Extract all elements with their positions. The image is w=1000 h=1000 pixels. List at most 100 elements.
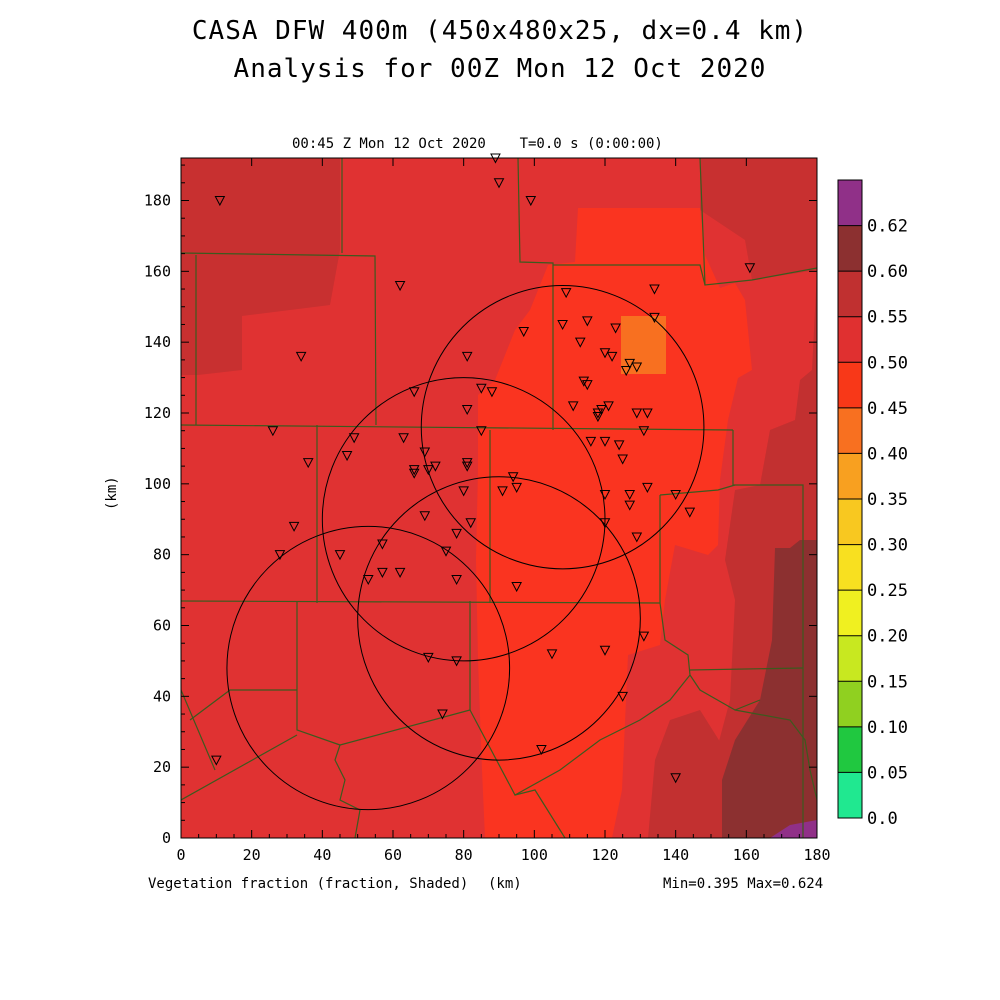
y-tick-label: 100 xyxy=(144,475,171,493)
station-triangle xyxy=(486,387,498,398)
x-tick-label: 140 xyxy=(662,846,689,864)
radar-range-ring xyxy=(357,476,641,761)
plot-header: 00:45 Z Mon 12 Oct 2020 T=0.0 s (0:00:00… xyxy=(292,136,663,152)
axes: 0 20 40 60 80 100 120 140 160 180 0 20 40 60 80 100 120 1… xyxy=(144,157,831,864)
x-tick-label: 180 xyxy=(803,846,830,864)
station-triangle xyxy=(440,546,452,557)
station-triangle xyxy=(430,461,441,472)
station-triangle xyxy=(334,550,346,561)
station-triangle xyxy=(497,486,508,497)
station-triangle xyxy=(394,567,406,578)
y-tick-label: 0 xyxy=(162,829,171,847)
station-triangle xyxy=(377,567,388,578)
colorbar-swatch xyxy=(838,544,862,591)
station-triangle xyxy=(377,539,388,550)
shaded-field xyxy=(181,158,817,838)
station-triangle xyxy=(408,468,420,479)
colorbar-swatch xyxy=(838,726,862,773)
station-triangle xyxy=(649,312,660,323)
colorbar-label: 0.35 xyxy=(867,490,908,510)
station-triangle xyxy=(624,358,636,369)
colorbar-label: 0.30 xyxy=(867,536,908,556)
station-triangle xyxy=(624,489,636,501)
station-triangle xyxy=(599,518,611,529)
y-tick-label: 60 xyxy=(153,617,171,635)
station-triangle xyxy=(525,196,537,207)
station-triangle xyxy=(642,408,653,419)
colorbar-label: 0.60 xyxy=(867,262,908,282)
station-triangle xyxy=(461,404,473,416)
colorbar-swatch xyxy=(838,453,862,499)
station-triangle xyxy=(631,532,643,543)
station-triangle xyxy=(592,408,604,419)
station-triangle xyxy=(670,773,681,784)
colorbar-swatch xyxy=(838,681,862,727)
colorbar-swatch xyxy=(838,407,862,454)
station-triangle xyxy=(649,284,660,295)
y-tick-label: 120 xyxy=(144,404,171,422)
station-triangle xyxy=(546,649,558,660)
station-triangle xyxy=(302,458,314,469)
station-triangle xyxy=(599,436,611,447)
colorbar-swatch xyxy=(838,362,862,408)
y-tick-label: 80 xyxy=(153,546,171,564)
station-triangle xyxy=(458,486,469,497)
station-triangle xyxy=(341,451,353,462)
y-tick-label: 180 xyxy=(144,192,171,210)
x-tick-label: 60 xyxy=(384,846,402,864)
colorbar-label: 0.20 xyxy=(867,627,908,647)
station-triangle xyxy=(582,380,593,391)
station-triangle xyxy=(362,574,374,586)
station-triangle xyxy=(476,383,487,394)
station-triangle xyxy=(493,178,505,189)
colorbar-label: 0.40 xyxy=(867,444,908,464)
station-triangle xyxy=(423,652,434,663)
station-triangle xyxy=(288,521,300,532)
station-triangle xyxy=(631,408,643,419)
station-triangle xyxy=(603,401,614,412)
x-tick-label: 160 xyxy=(733,846,760,864)
station-triangle xyxy=(348,433,360,444)
station-triangle xyxy=(451,656,462,667)
colorbar-label: 0.10 xyxy=(867,718,908,738)
station-triangle xyxy=(585,436,597,447)
station-triangle xyxy=(267,426,279,437)
station-triangle xyxy=(617,691,628,702)
station-triangle xyxy=(476,426,487,437)
station-triangle xyxy=(610,323,621,334)
station-triangle xyxy=(557,319,568,331)
station-triangle xyxy=(567,401,579,412)
colorbar-swatch xyxy=(838,590,862,636)
colorbar: 0.0 0.05 0.10 0.15 0.20 0.25 0.30 0.35 0.40 0.45 0… xyxy=(837,179,908,829)
y-tick-label: 160 xyxy=(144,262,171,280)
field-description: Vegetation fraction (fraction, Shaded) xyxy=(148,876,469,892)
colorbar-label: 0.45 xyxy=(867,399,908,419)
station-triangle xyxy=(419,447,431,458)
radar-range-rings xyxy=(226,285,705,811)
colorbar-swatch xyxy=(838,271,862,317)
y-tick-label: 40 xyxy=(153,687,171,705)
station-triangle xyxy=(465,518,477,529)
station-triangle xyxy=(631,362,643,373)
station-triangle xyxy=(536,744,547,756)
colorbar-label: 0.05 xyxy=(867,763,908,783)
x-tick-label: 80 xyxy=(455,846,473,864)
station-triangle xyxy=(451,528,462,539)
colorbar-swatch xyxy=(838,180,862,226)
station-triangle xyxy=(451,574,462,586)
station-triangle xyxy=(295,351,307,362)
colorbar-swatch xyxy=(838,225,862,272)
station-triangle xyxy=(511,482,522,493)
station-triangle xyxy=(437,709,448,720)
title-line-1: CASA DFW 400m (450x480x25, dx=0.4 km) xyxy=(191,16,809,46)
station-triangle xyxy=(599,489,611,501)
radar-range-ring xyxy=(226,525,511,811)
station-triangle xyxy=(511,582,522,593)
station-triangle xyxy=(613,440,625,451)
colorbar-swatch xyxy=(838,635,862,682)
y-tick-label: 140 xyxy=(144,333,171,351)
station-triangle xyxy=(599,645,611,656)
station-triangle xyxy=(423,465,434,476)
title-line-2: Analysis for 00Z Mon 12 Oct 2020 xyxy=(233,54,767,84)
